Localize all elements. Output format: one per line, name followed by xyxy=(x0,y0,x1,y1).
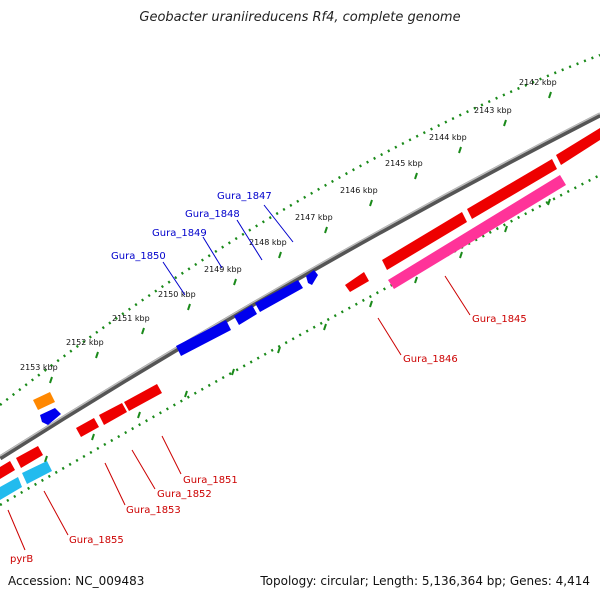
gene-1855-feature[interactable] xyxy=(16,446,43,468)
gene-1845-feature[interactable] xyxy=(388,175,566,289)
kbp-label: 2152 kbp xyxy=(66,338,104,347)
kbp-label: 2153 kbp xyxy=(20,363,58,372)
reverse-gene-labels: Gura_1845 Gura_1846 Gura_1851 Gura_1852 … xyxy=(10,314,527,565)
kbp-label: 2148 kbp xyxy=(249,238,287,247)
rna-feature[interactable] xyxy=(33,392,55,410)
inner-major-tick xyxy=(459,251,463,259)
other-feature-a[interactable] xyxy=(22,461,52,484)
kbp-label: 2147 kbp xyxy=(295,213,333,222)
label-gura-1850[interactable]: Gura_1850 xyxy=(111,251,166,262)
kbp-major-tick xyxy=(233,278,237,286)
gene-1850-feature[interactable] xyxy=(176,320,231,356)
gene-1853-feature[interactable] xyxy=(76,418,99,437)
kbp-major-tick xyxy=(49,376,53,384)
inner-major-tick xyxy=(231,368,235,376)
forward-genes xyxy=(33,270,318,425)
map-title: Geobacter uraniireducens Rf4, complete g… xyxy=(139,10,461,25)
label-gura-1855[interactable]: Gura_1855 xyxy=(69,535,124,546)
kbp-label: 2149 kbp xyxy=(204,265,242,274)
gene-1847-feature[interactable] xyxy=(306,270,318,285)
inner-major-tick xyxy=(44,455,48,463)
inner-major-tick xyxy=(504,225,508,233)
inner-major-tick xyxy=(137,411,141,419)
label-pyrb[interactable]: pyrB xyxy=(10,554,33,565)
major-ticks-inner xyxy=(44,198,551,463)
kbp-major-tick xyxy=(95,351,99,359)
kbp-label: 2150 kbp xyxy=(158,290,196,299)
label-leaders xyxy=(7,204,471,551)
pyrB-feature[interactable] xyxy=(0,461,15,479)
label-gura-1853[interactable]: Gura_1853 xyxy=(126,505,181,516)
kbp-label: 2143 kbp xyxy=(474,106,512,115)
inner-major-tick xyxy=(323,323,327,331)
other-feature-b[interactable] xyxy=(0,477,22,500)
inner-major-tick xyxy=(277,346,281,354)
inner-tick-ring xyxy=(0,173,600,507)
inner-major-tick xyxy=(414,276,418,284)
gene-1849-feature[interactable] xyxy=(234,305,257,325)
kbp-label: 2146 kbp xyxy=(340,186,378,195)
kbp-major-tick xyxy=(369,199,373,207)
label-gura-1846[interactable]: Gura_1846 xyxy=(403,354,458,365)
kbp-major-tick xyxy=(548,91,552,99)
kbp-labels: 2142 kbp 2143 kbp 2144 kbp 2145 kbp 2146 kbp… xyxy=(20,78,557,372)
label-gura-1849[interactable]: Gura_1849 xyxy=(152,228,207,239)
inner-major-tick xyxy=(184,390,188,398)
kbp-major-tick xyxy=(141,327,145,335)
label-gura-1847[interactable]: Gura_1847 xyxy=(217,191,272,202)
reverse-genes xyxy=(0,128,600,500)
kbp-major-tick xyxy=(503,119,507,127)
kbp-label: 2151 kbp xyxy=(112,314,150,323)
gene-1852-feature[interactable] xyxy=(99,403,127,425)
kbp-label: 2145 kbp xyxy=(385,159,423,168)
label-gura-1845[interactable]: Gura_1845 xyxy=(472,314,527,325)
gene-1854-feature[interactable] xyxy=(40,408,61,425)
major-ticks-outer xyxy=(49,91,552,384)
kbp-major-tick xyxy=(414,172,418,180)
kbp-major-tick xyxy=(278,251,282,259)
genome-summary-text: Topology: circular; Length: 5,136,364 bp… xyxy=(260,574,590,588)
gene-1846b-feature[interactable] xyxy=(467,159,557,219)
forward-gene-labels: Gura_1847 Gura_1848 Gura_1849 Gura_1850 xyxy=(111,191,272,262)
inner-major-tick xyxy=(547,198,551,206)
kbp-label: 2144 kbp xyxy=(429,133,467,142)
gene-1846a-feature[interactable] xyxy=(382,212,467,270)
gene-small-feature[interactable] xyxy=(345,272,369,292)
inner-major-tick xyxy=(91,433,95,441)
kbp-major-tick xyxy=(324,226,328,234)
label-gura-1848[interactable]: Gura_1848 xyxy=(185,209,240,220)
accession-text: Accession: NC_009483 xyxy=(8,574,145,588)
label-gura-1852[interactable]: Gura_1852 xyxy=(157,489,212,500)
kbp-label: 2142 kbp xyxy=(519,78,557,87)
kbp-major-tick xyxy=(187,303,191,311)
genome-backbone xyxy=(0,112,600,461)
gene-1851-feature[interactable] xyxy=(124,384,162,411)
kbp-major-tick xyxy=(458,146,462,154)
inner-major-tick xyxy=(369,300,373,308)
gene-1848-feature[interactable] xyxy=(255,280,303,312)
gene-1844-feature[interactable] xyxy=(556,128,600,165)
label-gura-1851[interactable]: Gura_1851 xyxy=(183,475,238,486)
